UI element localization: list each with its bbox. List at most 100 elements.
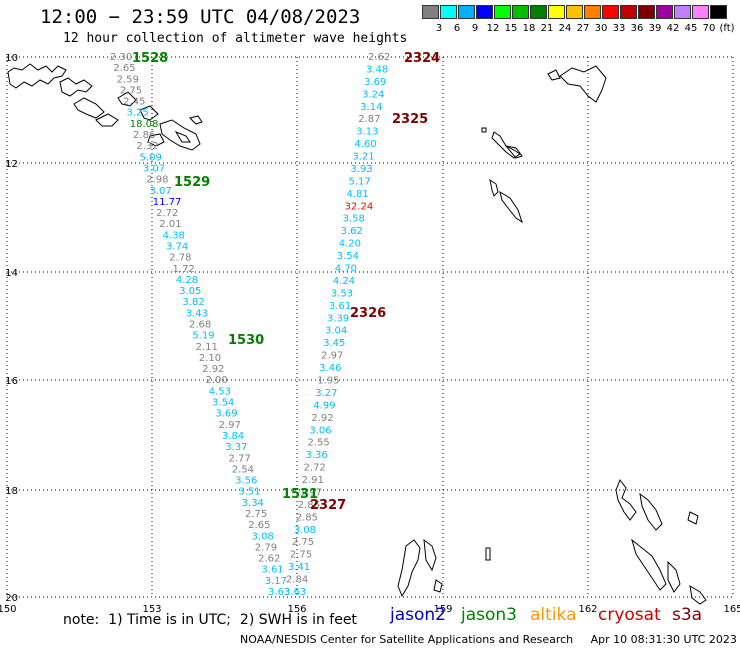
swh-reading: 4.81 xyxy=(347,189,369,200)
swh-reading: 3.62 xyxy=(341,226,363,237)
swh-colorbar: 3 6 9 12 15 18 21 24 27 30 33 36 39 42 45 70 (ft) xyxy=(422,5,735,37)
swh-reading: 2.97 xyxy=(219,420,241,431)
colorbar-label: 70 xyxy=(702,23,716,34)
colorbar-swatch xyxy=(476,5,493,19)
swh-reading: 3.36 xyxy=(305,450,327,461)
swh-reading: 2.54 xyxy=(232,464,254,475)
colorbar-label: 9 xyxy=(471,23,479,34)
pass-id-label: 1530 xyxy=(228,333,264,348)
swh-reading: 2.91 xyxy=(302,475,324,486)
colorbar-swatch xyxy=(548,5,565,19)
satellite-legend-item: cryosat xyxy=(598,605,661,625)
colorbar-swatch xyxy=(674,5,691,19)
swh-reading: 5.19 xyxy=(192,331,214,342)
colorbar-label: 12 xyxy=(486,23,500,34)
colorbar-swatch xyxy=(602,5,619,19)
swh-reading: 3.25 xyxy=(126,108,148,119)
swh-reading: 3.07 xyxy=(150,186,172,197)
swh-reading: 3.61 xyxy=(329,301,351,312)
swh-reading: 3.43 xyxy=(186,308,208,319)
pass-id-label: 2327 xyxy=(310,498,346,513)
swh-reading: 2.65 xyxy=(248,520,270,531)
swh-reading: 2.62 xyxy=(258,554,280,565)
swh-reading: 2.10 xyxy=(199,353,221,364)
swh-reading: 2.86 xyxy=(298,500,320,511)
swh-reading: 2.45 xyxy=(123,97,145,108)
swh-reading: 3.06 xyxy=(309,425,331,436)
colorbar-label: (ft) xyxy=(719,23,735,34)
swh-reading: 2.75 xyxy=(292,537,314,548)
swh-reading: 3.93 xyxy=(350,164,372,175)
colorbar-label: 15 xyxy=(504,23,518,34)
swh-reading: 3.69 xyxy=(364,77,386,88)
lon-tick-label: 153 xyxy=(142,604,161,615)
colorbar-swatch xyxy=(710,5,727,19)
swh-reading: 2.98 xyxy=(146,175,168,186)
colorbar-label: 39 xyxy=(648,23,662,34)
axis-labels: 150 153 156 159 162 165 10 12 14 16 18 20 xyxy=(0,53,740,615)
swh-reading: 3.61 xyxy=(261,565,283,576)
swh-reading: 2.87 xyxy=(358,114,380,125)
colorbar-label: 45 xyxy=(684,23,698,34)
lat-lon-grid xyxy=(6,56,734,598)
lon-tick-label: 156 xyxy=(287,604,306,615)
swh-reading: 3.56 xyxy=(235,476,257,487)
swh-reading: 4.20 xyxy=(339,239,361,250)
swh-reading: 2.62 xyxy=(368,52,390,63)
swh-reading: 2.77 xyxy=(229,453,251,464)
colorbar-swatch xyxy=(566,5,583,19)
swh-reading: 4.60 xyxy=(354,139,376,150)
swh-reading: 3.82 xyxy=(182,297,204,308)
swh-reading: 2.01 xyxy=(159,219,181,230)
swh-reading: 2.79 xyxy=(255,542,277,553)
colorbar-swatch xyxy=(620,5,637,19)
swh-reading: 2.72 xyxy=(304,463,326,474)
lat-tick-label: 18 xyxy=(5,486,18,497)
swh-reading: 3.04 xyxy=(325,326,347,337)
swh-reading: 3.54 xyxy=(337,251,359,262)
swh-reading: 2.59 xyxy=(117,74,139,85)
colorbar-swatch xyxy=(638,5,655,19)
colorbar-swatch xyxy=(692,5,709,19)
swh-reading: 3.34 xyxy=(242,498,264,509)
swh-reading: 2.00 xyxy=(205,375,227,386)
swh-reading: 3.63 xyxy=(284,587,306,598)
swh-reading: 3.46 xyxy=(319,363,341,374)
colorbar-swatch xyxy=(440,5,457,19)
swh-reading: 2.75 xyxy=(245,509,267,520)
swh-reading: 1.72 xyxy=(173,264,195,275)
swh-reading: 2.92 xyxy=(202,364,224,375)
swh-reading: 4.70 xyxy=(335,264,357,275)
colorbar-label: 6 xyxy=(453,23,461,34)
swh-reading: 3.58 xyxy=(343,214,365,225)
lat-tick-label: 14 xyxy=(5,268,18,279)
swh-reading: 1.97 xyxy=(300,487,322,498)
swh-reading: 3.45 xyxy=(323,338,345,349)
colorbar-label: 36 xyxy=(630,23,644,34)
colorbar-label: 27 xyxy=(576,23,590,34)
swh-reading: 32.24 xyxy=(345,201,374,212)
colorbar-swatch xyxy=(656,5,673,19)
swh-reading: 3.53 xyxy=(331,288,353,299)
swh-reading: 2.11 xyxy=(196,342,218,353)
swh-reading: 2.65 xyxy=(113,63,135,74)
satellite-legend-item: jason3 xyxy=(461,605,517,625)
swh-reading: 3.37 xyxy=(225,442,247,453)
swh-reading: 2.78 xyxy=(169,253,191,264)
colorbar-swatch xyxy=(530,5,547,19)
swh-reading: 3.14 xyxy=(360,102,382,113)
swh-reading: 2.55 xyxy=(307,438,329,449)
swh-reading: 2.92 xyxy=(311,413,333,424)
colorbar-label: 18 xyxy=(522,23,536,34)
swh-reading: 3.08 xyxy=(294,525,316,536)
swh-reading: 18.08 xyxy=(130,119,159,130)
colorbar-label: 21 xyxy=(540,23,554,34)
swh-reading: 11.77 xyxy=(153,197,182,208)
swh-reading: 2.68 xyxy=(189,320,211,331)
swh-reading: 3.05 xyxy=(179,286,201,297)
pass-id-label: 2326 xyxy=(350,306,386,321)
swh-reading: 3.69 xyxy=(215,409,237,420)
lon-tick-label: 150 xyxy=(0,604,17,615)
map-title: 12:00 − 23:59 UTC 04/08/2023 xyxy=(40,6,361,28)
pass-id-label: 1531 xyxy=(282,487,318,502)
